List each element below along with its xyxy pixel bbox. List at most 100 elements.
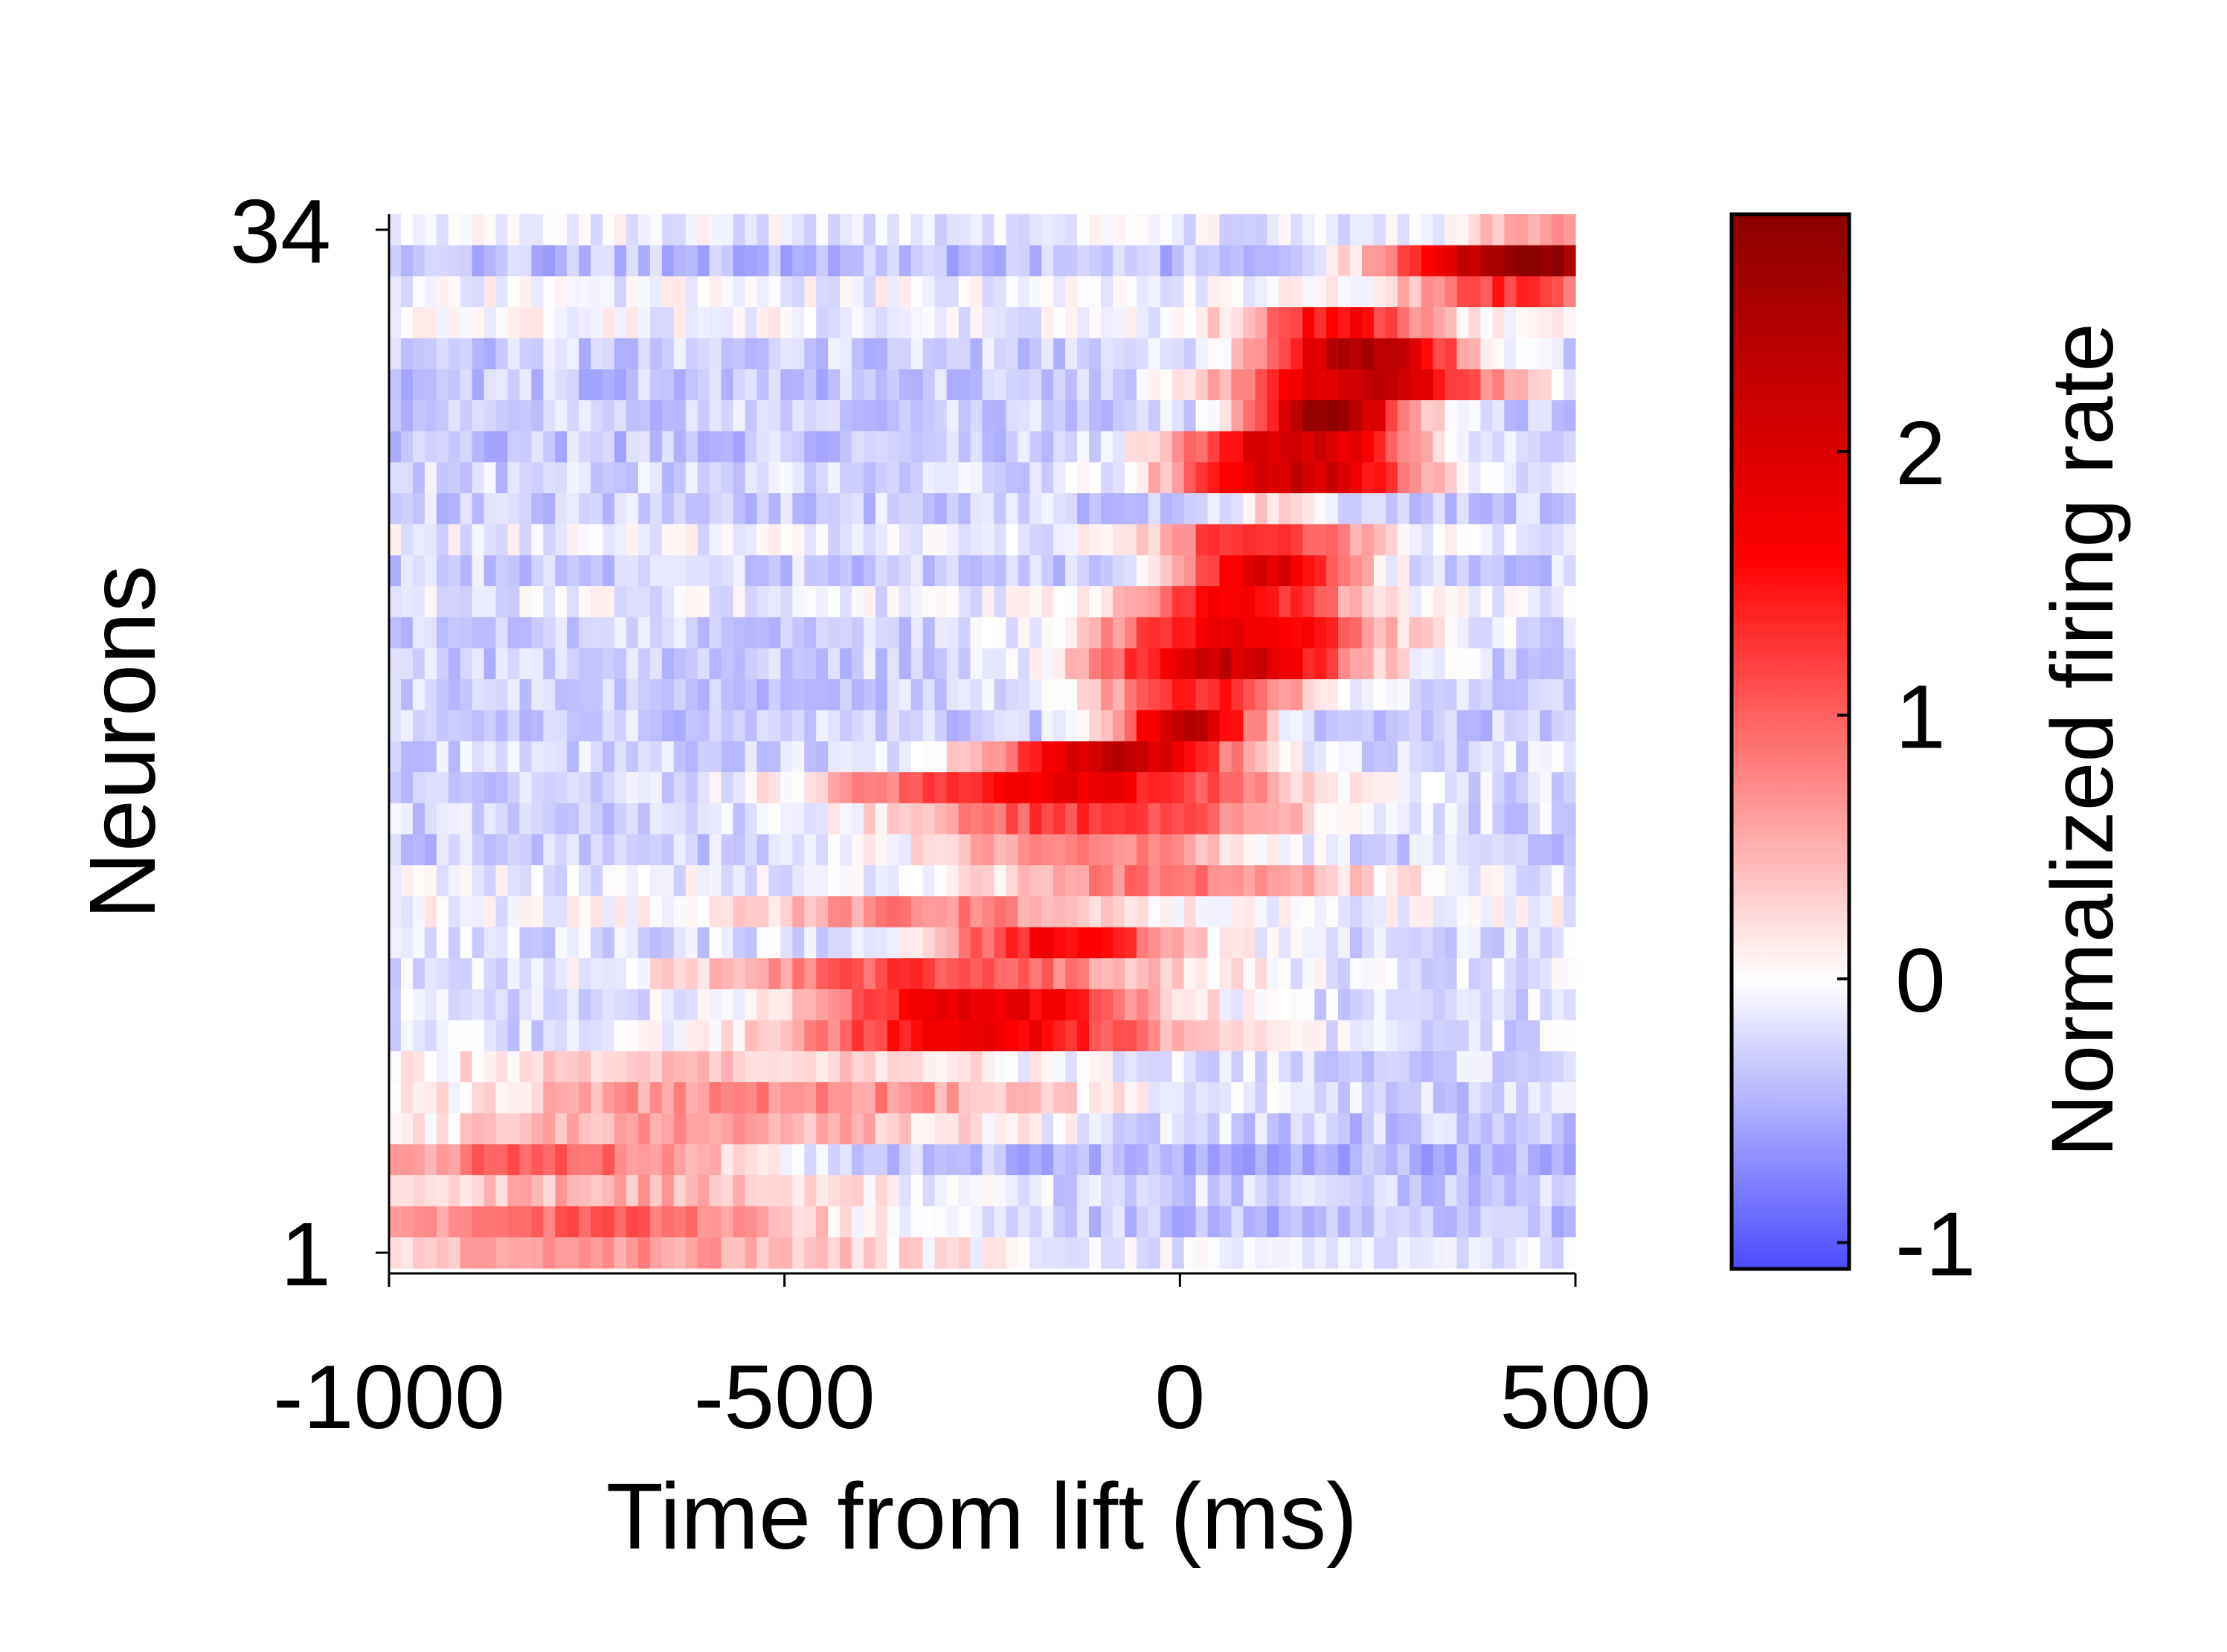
- heatmap-cell: [1053, 400, 1066, 432]
- heatmap-cell: [1492, 1174, 1505, 1207]
- heatmap-cell: [1564, 245, 1576, 277]
- heatmap-cell: [389, 1020, 402, 1052]
- heatmap-cell: [899, 803, 912, 835]
- heatmap-cell: [922, 1174, 936, 1207]
- heatmap-cell: [448, 648, 461, 680]
- heatmap-cell: [460, 865, 473, 897]
- heatmap-cell: [1231, 865, 1244, 897]
- heatmap-cell: [1540, 462, 1552, 494]
- heatmap-cell: [994, 1144, 1006, 1176]
- heatmap-cell: [1326, 617, 1339, 649]
- heatmap-cell: [519, 493, 532, 525]
- heatmap-cell: [1552, 369, 1564, 401]
- heatmap-cell: [531, 462, 544, 494]
- heatmap-cell: [1409, 400, 1422, 432]
- heatmap-row: [389, 772, 1576, 804]
- heatmap-cell: [1302, 865, 1315, 897]
- heatmap-cell: [1089, 679, 1102, 711]
- heatmap-cell: [1468, 679, 1481, 711]
- heatmap-cell: [436, 679, 449, 711]
- heatmap-cell: [519, 1206, 532, 1238]
- heatmap-cell: [649, 1113, 663, 1145]
- heatmap-cell: [1041, 679, 1054, 711]
- heatmap-cell: [1077, 648, 1090, 680]
- heatmap-cell: [910, 1051, 924, 1083]
- heatmap-cell: [637, 462, 651, 494]
- heatmap-cell: [899, 524, 912, 556]
- heatmap-cell: [614, 648, 627, 680]
- heatmap-cell: [614, 1206, 627, 1238]
- heatmap-cell: [579, 1020, 591, 1052]
- heatmap-cell: [1314, 462, 1327, 494]
- heatmap-cell: [875, 865, 888, 897]
- heatmap-cell: [424, 1237, 437, 1269]
- heatmap-cell: [875, 1020, 888, 1052]
- colorbar-label: Normalized firing rate: [2034, 323, 2132, 1157]
- heatmap-cell: [970, 1174, 983, 1207]
- heatmap-cell: [1433, 772, 1446, 804]
- heatmap-cell: [994, 493, 1006, 525]
- heatmap-cell: [1361, 1174, 1375, 1207]
- heatmap-cell: [543, 1144, 556, 1176]
- heatmap-cell: [1053, 679, 1066, 711]
- heatmap-cell: [614, 803, 627, 835]
- heatmap-cell: [1540, 1144, 1552, 1176]
- heatmap-cell: [1089, 1051, 1102, 1083]
- heatmap-cell: [1528, 958, 1540, 990]
- heatmap-cell: [887, 1051, 900, 1083]
- heatmap-cell: [780, 803, 793, 835]
- heatmap-cell: [1219, 307, 1233, 339]
- heatmap-cell: [1148, 338, 1161, 370]
- heatmap-cell: [780, 338, 793, 370]
- heatmap-cell: [1456, 1081, 1470, 1114]
- heatmap-cell: [685, 1081, 698, 1114]
- heatmap-cell: [614, 1081, 627, 1114]
- heatmap-cell: [899, 431, 912, 463]
- heatmap-cell: [1480, 927, 1493, 959]
- heatmap-cell: [448, 493, 461, 525]
- heatmap-cell: [1231, 1051, 1244, 1083]
- heatmap-cell: [1243, 1206, 1256, 1238]
- heatmap-cell: [887, 462, 900, 494]
- heatmap-cell: [673, 989, 687, 1021]
- heatmap-cell: [1243, 555, 1256, 587]
- heatmap-cell: [555, 1144, 568, 1176]
- heatmap-cell: [910, 462, 924, 494]
- heatmap-cell: [579, 648, 591, 680]
- heatmap-cell: [1029, 989, 1042, 1021]
- heatmap-cell: [649, 338, 663, 370]
- heatmap-cell: [1172, 772, 1185, 804]
- heatmap-cell: [1433, 369, 1446, 401]
- heatmap-cell: [1136, 1206, 1149, 1238]
- heatmap-cell: [579, 617, 591, 649]
- heatmap-cell: [697, 462, 710, 494]
- heatmap-cell: [721, 1144, 734, 1176]
- heatmap-cell: [1053, 369, 1066, 401]
- heatmap-cell: [875, 555, 888, 587]
- heatmap-cell: [1433, 400, 1446, 432]
- heatmap-cell: [436, 245, 449, 277]
- heatmap-cell: [756, 214, 769, 246]
- heatmap-cell: [1006, 431, 1018, 463]
- heatmap-cell: [1516, 1051, 1529, 1083]
- heatmap-cell: [1041, 1144, 1054, 1176]
- heatmap-cell: [1361, 431, 1375, 463]
- heatmap-cell: [400, 617, 414, 649]
- heatmap-cell: [602, 1144, 615, 1176]
- heatmap-cell: [1468, 586, 1481, 618]
- heatmap-cell: [1409, 1174, 1422, 1207]
- heatmap-cell: [1291, 307, 1303, 339]
- heatmap-cell: [1148, 1113, 1161, 1145]
- heatmap-cell: [649, 1174, 663, 1207]
- heatmap-cell: [1433, 710, 1446, 742]
- heatmap-cell: [852, 865, 864, 897]
- heatmap-cell: [1101, 1237, 1114, 1269]
- heatmap-cell: [970, 679, 983, 711]
- heatmap-cell: [946, 1113, 960, 1145]
- heatmap-cell: [1195, 214, 1209, 246]
- heatmap-cell: [792, 338, 805, 370]
- heatmap-cell: [1089, 1113, 1102, 1145]
- heatmap-cell: [1195, 369, 1209, 401]
- heatmap-cell: [579, 865, 591, 897]
- heatmap-cell: [910, 679, 924, 711]
